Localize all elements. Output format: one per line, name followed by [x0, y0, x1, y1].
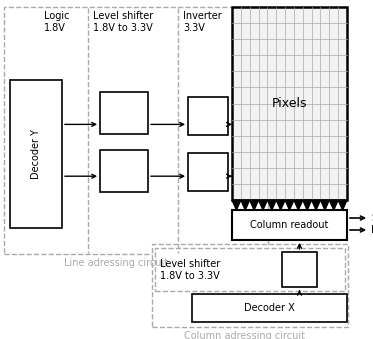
Polygon shape: [258, 200, 267, 210]
Bar: [100, 150, 148, 192]
Text: Pixels: Pixels: [272, 97, 307, 110]
Bar: [155, 248, 345, 291]
Polygon shape: [320, 200, 329, 210]
Bar: [232, 7, 347, 200]
Text: Inverter
3.3V: Inverter 3.3V: [183, 11, 222, 33]
Polygon shape: [267, 200, 276, 210]
Text: Reference: Reference: [371, 225, 373, 235]
Polygon shape: [329, 200, 338, 210]
Bar: [192, 294, 347, 322]
Text: Decoder Y: Decoder Y: [31, 129, 41, 179]
Polygon shape: [232, 200, 241, 210]
Polygon shape: [303, 200, 311, 210]
Bar: [4, 7, 268, 254]
Bar: [100, 92, 148, 134]
Bar: [152, 244, 348, 327]
Bar: [282, 252, 317, 287]
Text: Line adressing circuit: Line adressing circuit: [64, 258, 168, 268]
Polygon shape: [276, 200, 285, 210]
Bar: [232, 210, 347, 240]
Polygon shape: [294, 200, 303, 210]
Text: Column readout: Column readout: [250, 220, 329, 230]
Text: Level shifter
1.8V to 3.3V: Level shifter 1.8V to 3.3V: [160, 259, 220, 281]
Text: Logic
1.8V: Logic 1.8V: [44, 11, 69, 33]
Polygon shape: [338, 200, 347, 210]
Bar: [188, 153, 228, 191]
Text: Column adressing circuit: Column adressing circuit: [185, 331, 305, 339]
Text: Level shifter
1.8V to 3.3V: Level shifter 1.8V to 3.3V: [93, 11, 153, 33]
Text: Decoder X: Decoder X: [244, 303, 295, 313]
Bar: [188, 97, 228, 135]
Polygon shape: [311, 200, 320, 210]
Polygon shape: [250, 200, 258, 210]
Text: Signal: Signal: [371, 213, 373, 223]
Bar: [10, 80, 62, 228]
Polygon shape: [241, 200, 250, 210]
Polygon shape: [285, 200, 294, 210]
